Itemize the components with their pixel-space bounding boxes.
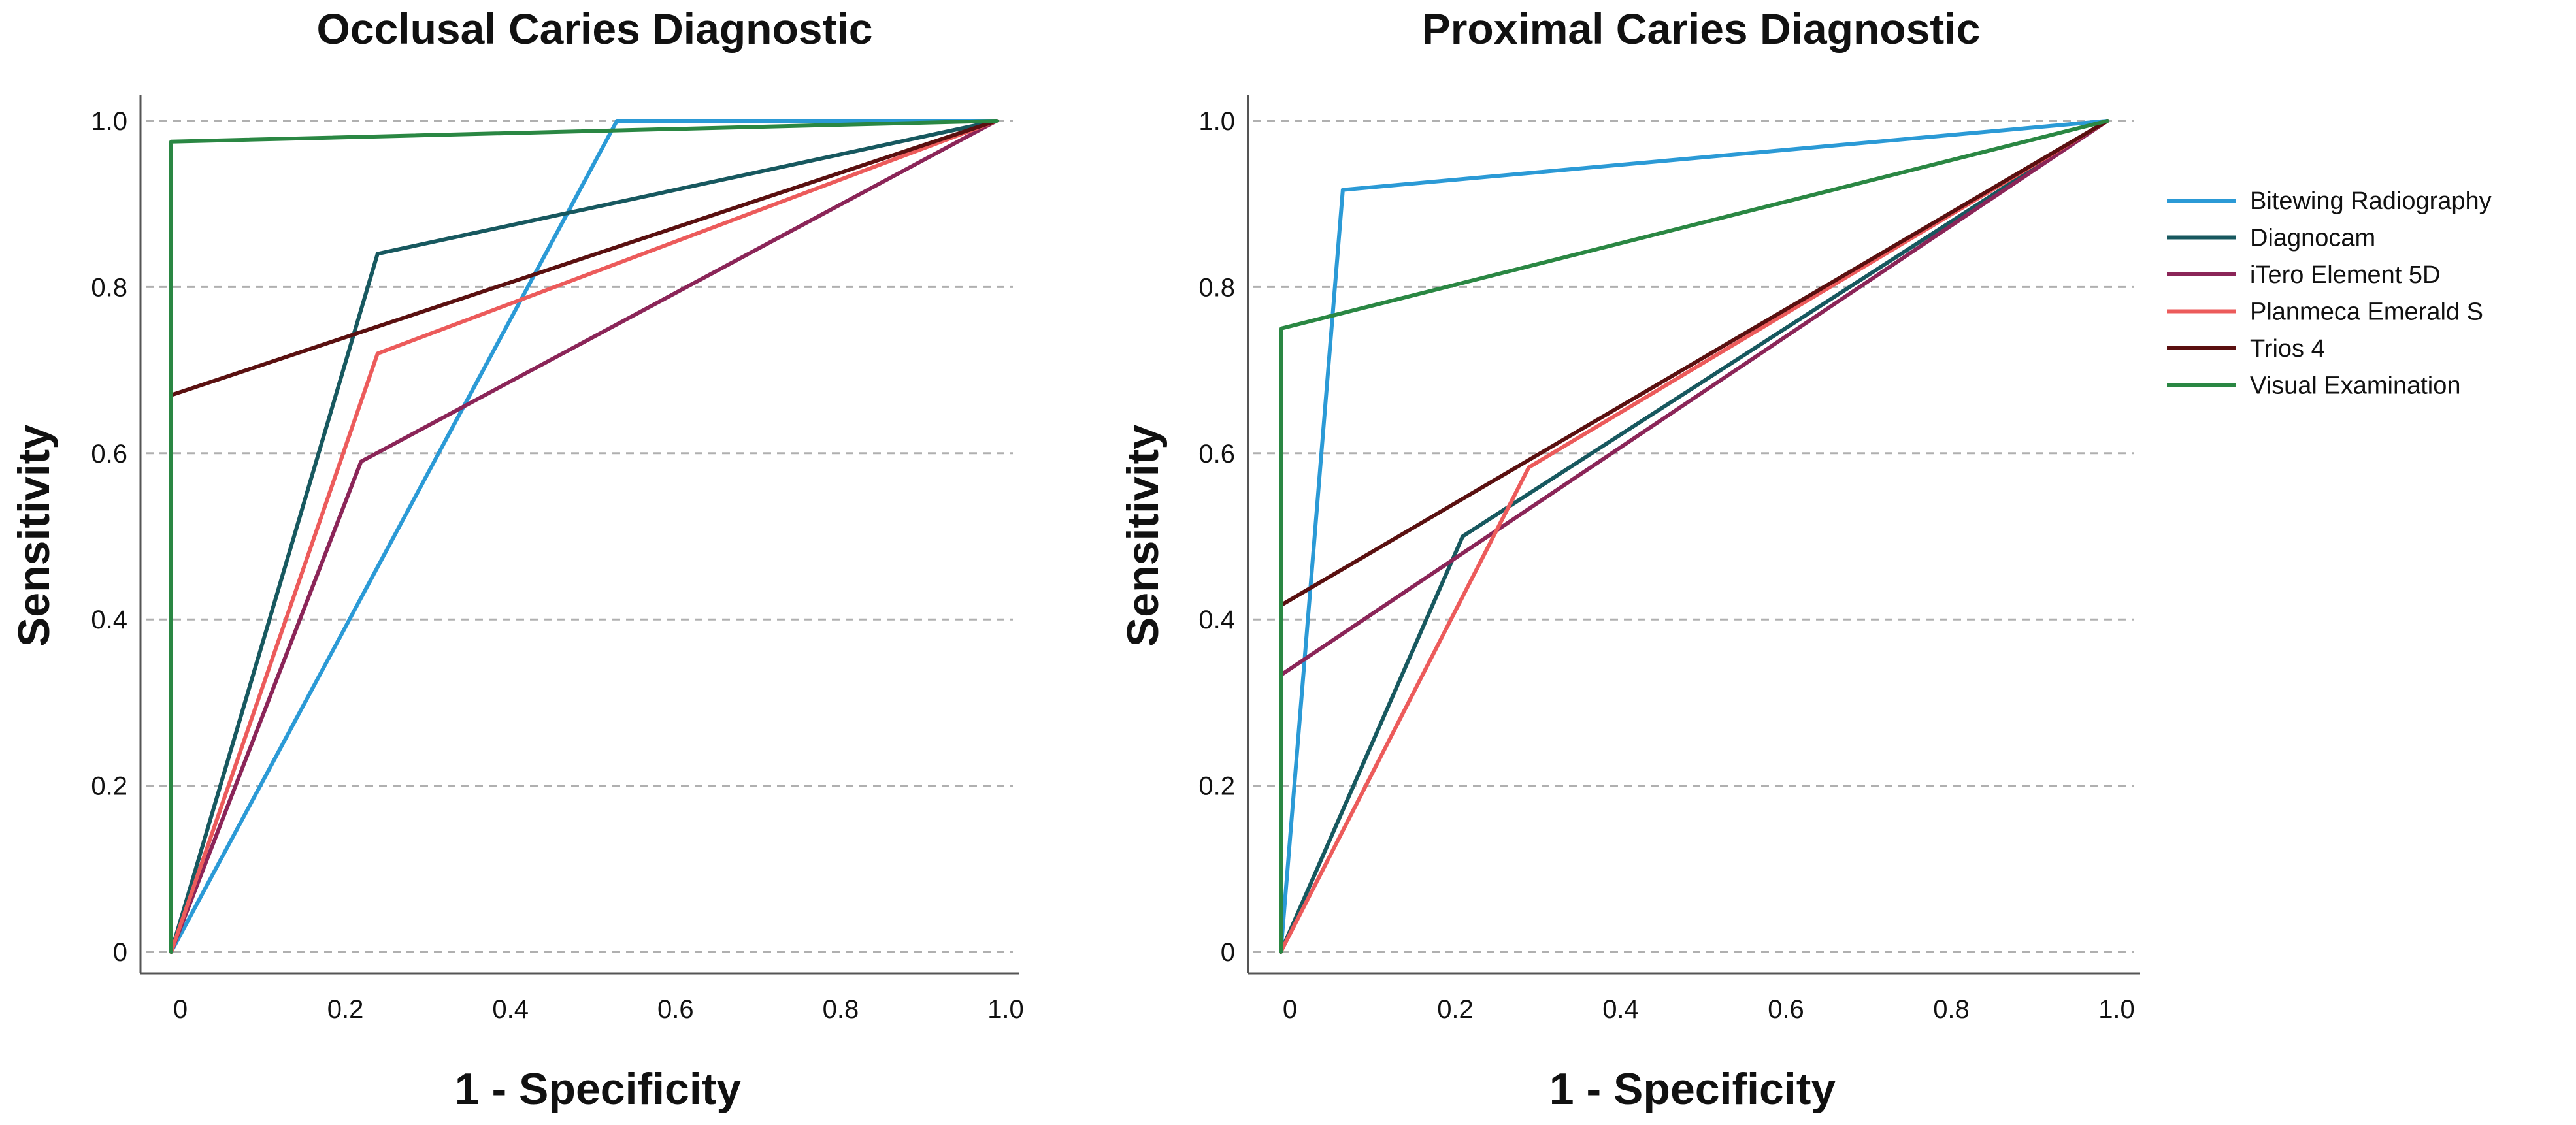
occlusal-x-tick-label: 0 [173, 995, 188, 1024]
proximal-series-visual-examination [1279, 119, 2109, 954]
legend-label: Planmeca Emerald S [2250, 299, 2483, 326]
occlusal-y-tick-label: 1.0 [91, 107, 127, 136]
occlusal-y-axis-label: Sensitivity [9, 425, 59, 647]
occlusal-x-tick-label: 1.0 [987, 995, 1024, 1024]
proximal-y-tick-label: 0.4 [1198, 606, 1235, 634]
legend-item-visual-examination: Visual Examination [2167, 372, 2460, 400]
proximal-x-tick-label: 0.4 [1602, 995, 1639, 1024]
occlusal-y-tick-label: 0.8 [91, 273, 127, 302]
proximal-x-tick-label: 1.0 [2098, 995, 2135, 1024]
occlusal-y-tick-label: 0.6 [91, 440, 127, 468]
legend-item-diagnocam: Diagnocam [2167, 225, 2375, 252]
occlusal-x-tick-label: 0.2 [327, 995, 364, 1024]
proximal-x-tick-label: 0.8 [1933, 995, 1970, 1024]
legend-label: Bitewing Radiography [2250, 188, 2492, 215]
occlusal-series-planmeca-emerald-s [169, 119, 999, 954]
occlusal-x-tick-label: 0.8 [823, 995, 859, 1024]
occlusal-x-tick-label: 0.6 [657, 995, 694, 1024]
legend-item-planmeca-emerald-s: Planmeca Emerald S [2167, 299, 2483, 326]
occlusal-series-diagnocam [169, 119, 999, 954]
occlusal-chart-title: Occlusal Caries Diagnostic [316, 5, 872, 53]
proximal-chart-title: Proximal Caries Diagnostic [1422, 5, 1981, 53]
proximal-x-tick-label: 0.2 [1437, 995, 1474, 1024]
legend-label: Trios 4 [2250, 335, 2325, 363]
occlusal-series-visual-examination [169, 119, 999, 954]
occlusal-series-bitewing-radiography [169, 119, 999, 954]
legend-label: Visual Examination [2250, 372, 2460, 400]
legend: Bitewing Radiography Diagnocam iTero Eleme… [2167, 188, 2492, 400]
proximal-x-axis-label: 1 - Specificity [1549, 1064, 1836, 1114]
proximal-chart: Proximal Caries Diagnostic 0 0.2 0.4 0.6 0.8 1… [1118, 5, 2140, 1114]
proximal-x-tick-label: 0.6 [1768, 995, 1804, 1024]
occlusal-x-tick-label: 0.4 [492, 995, 529, 1024]
proximal-y-tick-label: 1.0 [1198, 107, 1235, 136]
proximal-y-tick-label: 0.6 [1198, 440, 1235, 468]
occlusal-chart: Occlusal Caries Diagnostic 0 0.2 0.4 0.6 0.8 1… [9, 5, 1024, 1114]
legend-item-bitewing-radiography: Bitewing Radiography [2167, 188, 2492, 215]
occlusal-y-tick-label: 0.4 [91, 606, 127, 634]
legend-item-trios-4: Trios 4 [2167, 335, 2325, 363]
proximal-y-tick-label: 0 [1221, 938, 1235, 967]
proximal-y-axis-label: Sensitivity [1118, 425, 1168, 647]
proximal-x-tick-label: 0 [1283, 995, 1297, 1024]
occlusal-y-tick-label: 0.2 [91, 772, 127, 801]
occlusal-series-itero-element-5d [169, 119, 999, 954]
proximal-series-bitewing-radiography [1279, 119, 2109, 954]
proximal-y-tick-label: 0.2 [1198, 772, 1235, 801]
legend-label: iTero Element 5D [2250, 261, 2440, 289]
proximal-series-planmeca-emerald-s [1279, 119, 2109, 954]
proximal-y-tick-label: 0.8 [1198, 273, 1235, 302]
legend-item-itero-element-5d: iTero Element 5D [2167, 261, 2440, 289]
occlusal-y-tick-label: 0 [113, 938, 127, 967]
occlusal-x-axis-label: 1 - Specificity [455, 1064, 742, 1114]
legend-label: Diagnocam [2250, 225, 2375, 252]
proximal-series-diagnocam [1279, 119, 2109, 954]
